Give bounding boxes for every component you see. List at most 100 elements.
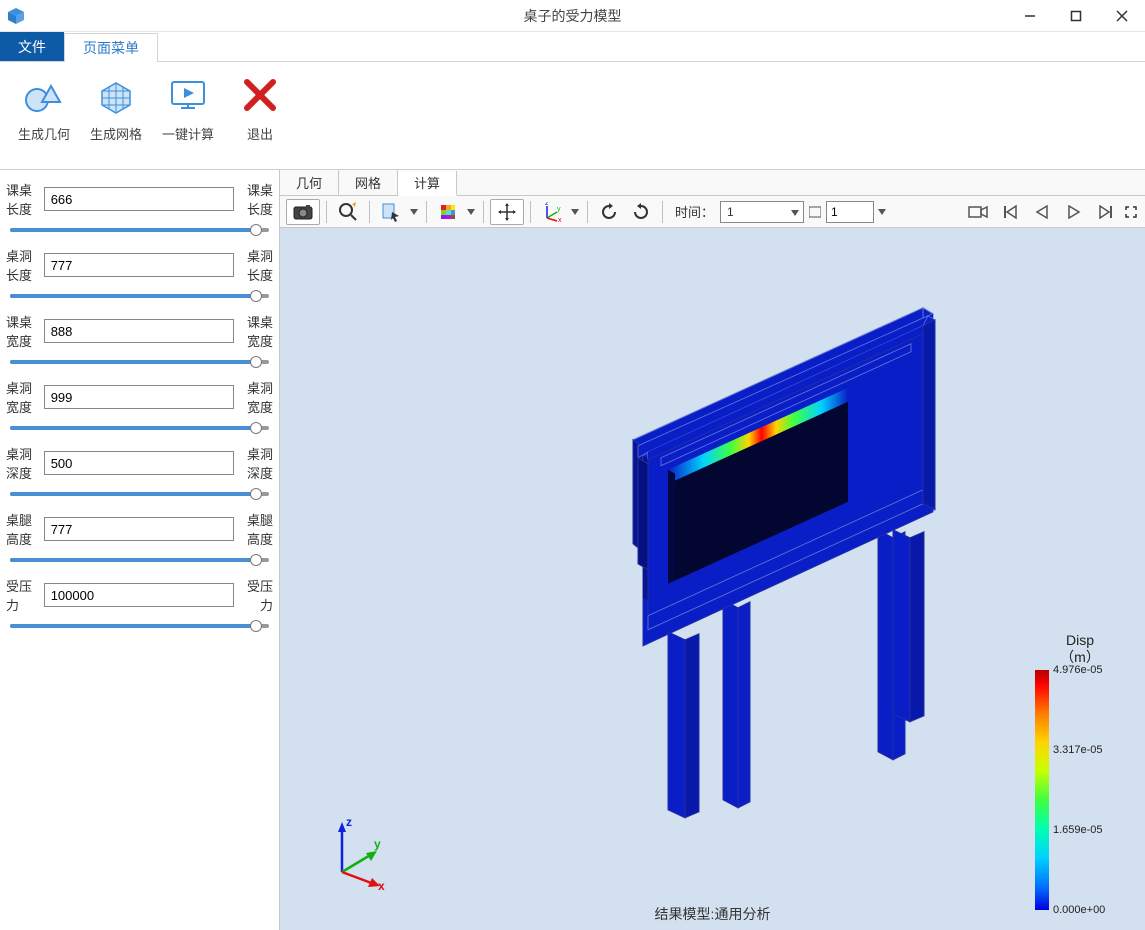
svg-text:z: z <box>346 815 352 829</box>
param-input-desk-width[interactable] <box>44 319 234 343</box>
window-title: 桌子的受力模型 <box>524 6 622 26</box>
legend-title: Disp（m） <box>1035 632 1125 666</box>
param-label-right-desk-width: 课桌宽度 <box>238 312 273 350</box>
param-row-desk-length: 课桌长度 课桌长度 <box>6 180 273 232</box>
param-label-hole-length: 桌洞长度 <box>6 246 40 284</box>
ribbon-label: 生成网格 <box>90 124 142 143</box>
menu-tab-page[interactable]: 页面菜单 <box>64 33 158 62</box>
ribbon-exit-button[interactable]: 退出 <box>226 70 294 147</box>
step-prev-icon[interactable] <box>806 199 824 225</box>
param-input-hole-depth[interactable] <box>44 451 234 475</box>
param-label-desk-width: 课桌宽度 <box>6 312 40 350</box>
param-row-hole-width: 桌洞宽度 桌洞宽度 <box>6 378 273 430</box>
view-tab-calc[interactable]: 计算 <box>398 171 457 196</box>
param-label-right-hole-depth: 桌洞深度 <box>238 444 273 482</box>
menu-tabs: 文件 页面菜单 <box>0 32 1145 62</box>
svg-text:x: x <box>378 879 385 890</box>
fullscreen-icon[interactable] <box>1123 199 1139 225</box>
minimize-button[interactable] <box>1007 0 1053 31</box>
skip-start-button[interactable] <box>995 199 1025 225</box>
table-model <box>453 260 973 820</box>
view-tab-geometry[interactable]: 几何 <box>280 170 339 195</box>
param-input-pressure[interactable] <box>44 583 234 607</box>
parameters-sidebar: 课桌长度 课桌长度 桌洞长度 桌洞长度 课桌宽度 课桌宽度 桌洞宽度 <box>0 170 280 930</box>
param-label-pressure: 受压力 <box>6 576 40 614</box>
ribbon-gen-geometry-button[interactable]: 生成几何 <box>10 70 78 147</box>
axis-triad-button[interactable]: z y x <box>537 199 567 225</box>
menu-tab-file[interactable]: 文件 <box>0 32 64 61</box>
one-click-calc-icon <box>167 74 209 116</box>
ribbon-label: 一键计算 <box>162 124 214 143</box>
select-tool-dropdown[interactable] <box>408 199 420 225</box>
content-area: 几何 网格 计算 <box>280 170 1145 930</box>
close-button[interactable] <box>1099 0 1145 31</box>
param-row-pressure: 受压力 受压力 <box>6 576 273 628</box>
svg-text:y: y <box>374 837 381 851</box>
snapshot-button[interactable] <box>286 199 320 225</box>
time-label: 时间： <box>675 202 714 221</box>
param-row-leg-height: 桌腿高度 桌腿高度 <box>6 510 273 562</box>
param-slider-hole-width[interactable] <box>10 426 269 430</box>
color-cube-button[interactable] <box>433 199 463 225</box>
rotate-cw-button[interactable] <box>626 199 656 225</box>
param-row-hole-length: 桌洞长度 桌洞长度 <box>6 246 273 298</box>
camera-icon[interactable] <box>963 199 993 225</box>
3d-viewport[interactable]: z y x Disp（m） <box>280 228 1145 930</box>
ribbon-one-click-calc-button[interactable]: 一键计算 <box>154 70 222 147</box>
param-label-right-pressure: 受压力 <box>238 576 273 614</box>
param-row-desk-width: 课桌宽度 课桌宽度 <box>6 312 273 364</box>
app-icon <box>6 6 26 26</box>
param-label-right-leg-height: 桌腿高度 <box>238 510 273 548</box>
param-input-hole-width[interactable] <box>44 385 234 409</box>
result-model-label: 结果模型:通用分析 <box>655 904 771 924</box>
param-label-right-hole-width: 桌洞宽度 <box>238 378 273 416</box>
time-select[interactable]: 1 <box>720 201 804 223</box>
param-input-hole-length[interactable] <box>44 253 234 277</box>
color-legend: Disp（m） <box>1035 632 1125 910</box>
svg-text:x: x <box>558 217 562 222</box>
rotate-ccw-button[interactable] <box>594 199 624 225</box>
main-area: 课桌长度 课桌长度 桌洞长度 桌洞长度 课桌宽度 课桌宽度 桌洞宽度 <box>0 170 1145 930</box>
zoom-fit-button[interactable] <box>333 199 363 225</box>
play-button[interactable] <box>1059 199 1089 225</box>
param-label-hole-width: 桌洞宽度 <box>6 378 40 416</box>
ribbon-label: 生成几何 <box>18 124 70 143</box>
gen-mesh-icon <box>95 74 137 116</box>
param-input-leg-height[interactable] <box>44 517 234 541</box>
axis-triad: z y x <box>320 810 400 890</box>
skip-end-button[interactable] <box>1091 199 1121 225</box>
param-slider-pressure[interactable] <box>10 624 269 628</box>
color-cube-dropdown[interactable] <box>465 199 477 225</box>
view-tab-mesh[interactable]: 网格 <box>339 170 398 195</box>
param-input-desk-length[interactable] <box>44 187 234 211</box>
view-tabs: 几何 网格 计算 <box>280 170 1145 196</box>
pan-button[interactable] <box>490 199 524 225</box>
viewer-toolbar: z y x 时间： 1 <box>280 196 1145 228</box>
axis-triad-dropdown[interactable] <box>569 199 581 225</box>
ribbon-label: 退出 <box>247 124 273 143</box>
param-row-hole-depth: 桌洞深度 桌洞深度 <box>6 444 273 496</box>
title-bar: 桌子的受力模型 <box>0 0 1145 32</box>
svg-text:y: y <box>557 206 561 213</box>
ribbon-gen-mesh-button[interactable]: 生成网格 <box>82 70 150 147</box>
exit-icon <box>239 74 281 116</box>
step-back-button[interactable] <box>1027 199 1057 225</box>
param-slider-leg-height[interactable] <box>10 558 269 562</box>
legend-ticks: 4.976e-05 3.317e-05 1.659e-05 0.000e+00 <box>1049 670 1125 910</box>
param-slider-hole-length[interactable] <box>10 294 269 298</box>
param-label-desk-length: 课桌长度 <box>6 180 40 218</box>
param-label-right-hole-length: 桌洞长度 <box>238 246 273 284</box>
time-value: 1 <box>727 205 734 219</box>
select-tool-button[interactable] <box>376 199 406 225</box>
param-slider-desk-width[interactable] <box>10 360 269 364</box>
param-slider-desk-length[interactable] <box>10 228 269 232</box>
svg-text:z: z <box>545 202 549 207</box>
ribbon-toolbar: 生成几何 生成网格 一键计算 <box>0 62 1145 170</box>
step-input[interactable] <box>826 201 874 223</box>
param-slider-hole-depth[interactable] <box>10 492 269 496</box>
param-label-leg-height: 桌腿高度 <box>6 510 40 548</box>
param-label-right-desk-length: 课桌长度 <box>238 180 273 218</box>
window-controls <box>1007 0 1145 31</box>
maximize-button[interactable] <box>1053 0 1099 31</box>
step-dropdown[interactable] <box>876 199 888 225</box>
